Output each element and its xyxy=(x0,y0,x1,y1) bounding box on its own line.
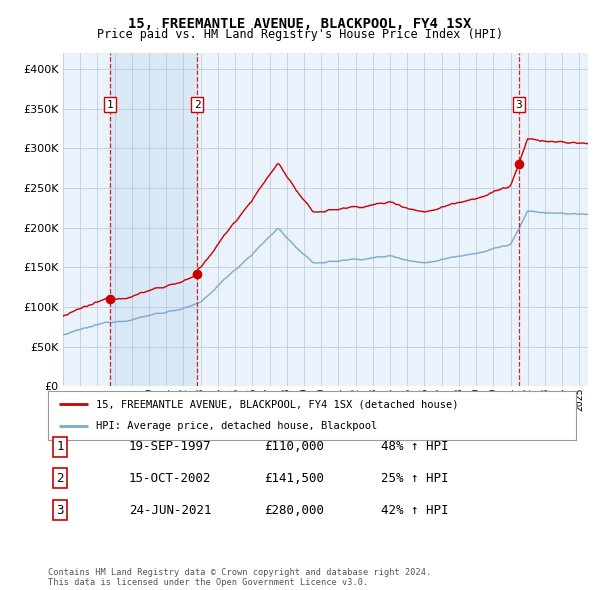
Text: 1: 1 xyxy=(106,100,113,110)
Text: Contains HM Land Registry data © Crown copyright and database right 2024.
This d: Contains HM Land Registry data © Crown c… xyxy=(48,568,431,587)
Text: HPI: Average price, detached house, Blackpool: HPI: Average price, detached house, Blac… xyxy=(95,421,377,431)
Text: 2: 2 xyxy=(56,472,64,485)
Text: Price paid vs. HM Land Registry's House Price Index (HPI): Price paid vs. HM Land Registry's House … xyxy=(97,28,503,41)
Text: 25% ↑ HPI: 25% ↑ HPI xyxy=(381,472,449,485)
Text: 3: 3 xyxy=(56,504,64,517)
Text: 24-JUN-2021: 24-JUN-2021 xyxy=(129,504,212,517)
Text: £141,500: £141,500 xyxy=(264,472,324,485)
Text: 1: 1 xyxy=(56,440,64,453)
Text: 15, FREEMANTLE AVENUE, BLACKPOOL, FY4 1SX (detached house): 15, FREEMANTLE AVENUE, BLACKPOOL, FY4 1S… xyxy=(95,399,458,409)
Text: £110,000: £110,000 xyxy=(264,440,324,453)
Text: 15-OCT-2002: 15-OCT-2002 xyxy=(129,472,212,485)
Text: 2: 2 xyxy=(194,100,200,110)
Text: £280,000: £280,000 xyxy=(264,504,324,517)
Bar xyxy=(110,53,197,386)
Text: 19-SEP-1997: 19-SEP-1997 xyxy=(129,440,212,453)
Text: 42% ↑ HPI: 42% ↑ HPI xyxy=(381,504,449,517)
Text: 48% ↑ HPI: 48% ↑ HPI xyxy=(381,440,449,453)
Text: 15, FREEMANTLE AVENUE, BLACKPOOL, FY4 1SX: 15, FREEMANTLE AVENUE, BLACKPOOL, FY4 1S… xyxy=(128,17,472,31)
Text: 3: 3 xyxy=(515,100,522,110)
